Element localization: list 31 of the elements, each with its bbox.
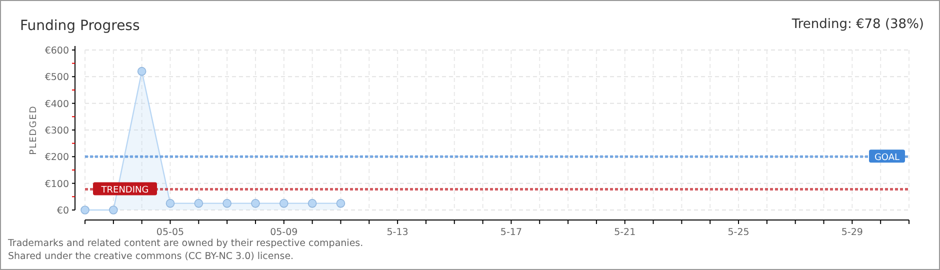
x-tick-label: 5-17 — [500, 227, 522, 238]
x-tick-label: 05-09 — [270, 227, 298, 238]
point — [109, 206, 118, 214]
y-tick-label: €0 — [56, 206, 69, 216]
x-tick-label: 05-05 — [156, 227, 184, 238]
y-axis-title: PLEDGED — [29, 105, 39, 155]
y-tick-label: €600 — [44, 46, 69, 56]
point — [308, 198, 317, 208]
ref-line-label: TRENDING — [100, 186, 149, 196]
point — [279, 198, 288, 208]
y-tick-label: €500 — [44, 72, 69, 84]
point — [80, 206, 90, 214]
point — [251, 198, 260, 208]
ref-line-label: GOAL — [874, 153, 900, 164]
y-tick-label: €200 — [44, 152, 69, 164]
x-tick-label: 5-25 — [728, 227, 750, 238]
text: Trademarks and related content are owned by their respective companies. — [7, 238, 364, 249]
point — [336, 198, 346, 208]
y-tick-label: €300 — [44, 126, 69, 136]
x-tick-label: 5-21 — [614, 227, 636, 238]
y-tick-label: €100 — [44, 178, 69, 190]
chart-title: Funding Progress — [20, 18, 140, 34]
point — [166, 198, 175, 208]
x-tick-label: 5-13 — [386, 227, 408, 238]
text: Trending: €78 (38%) — [790, 17, 924, 32]
point — [222, 198, 232, 208]
text: Shared under the creative commons (CC BY-NC 3.0) license. — [8, 251, 294, 262]
x-tick-label: 5-29 — [841, 227, 863, 238]
y-tick-label: €400 — [44, 98, 69, 110]
point — [137, 66, 146, 76]
point — [194, 198, 204, 208]
